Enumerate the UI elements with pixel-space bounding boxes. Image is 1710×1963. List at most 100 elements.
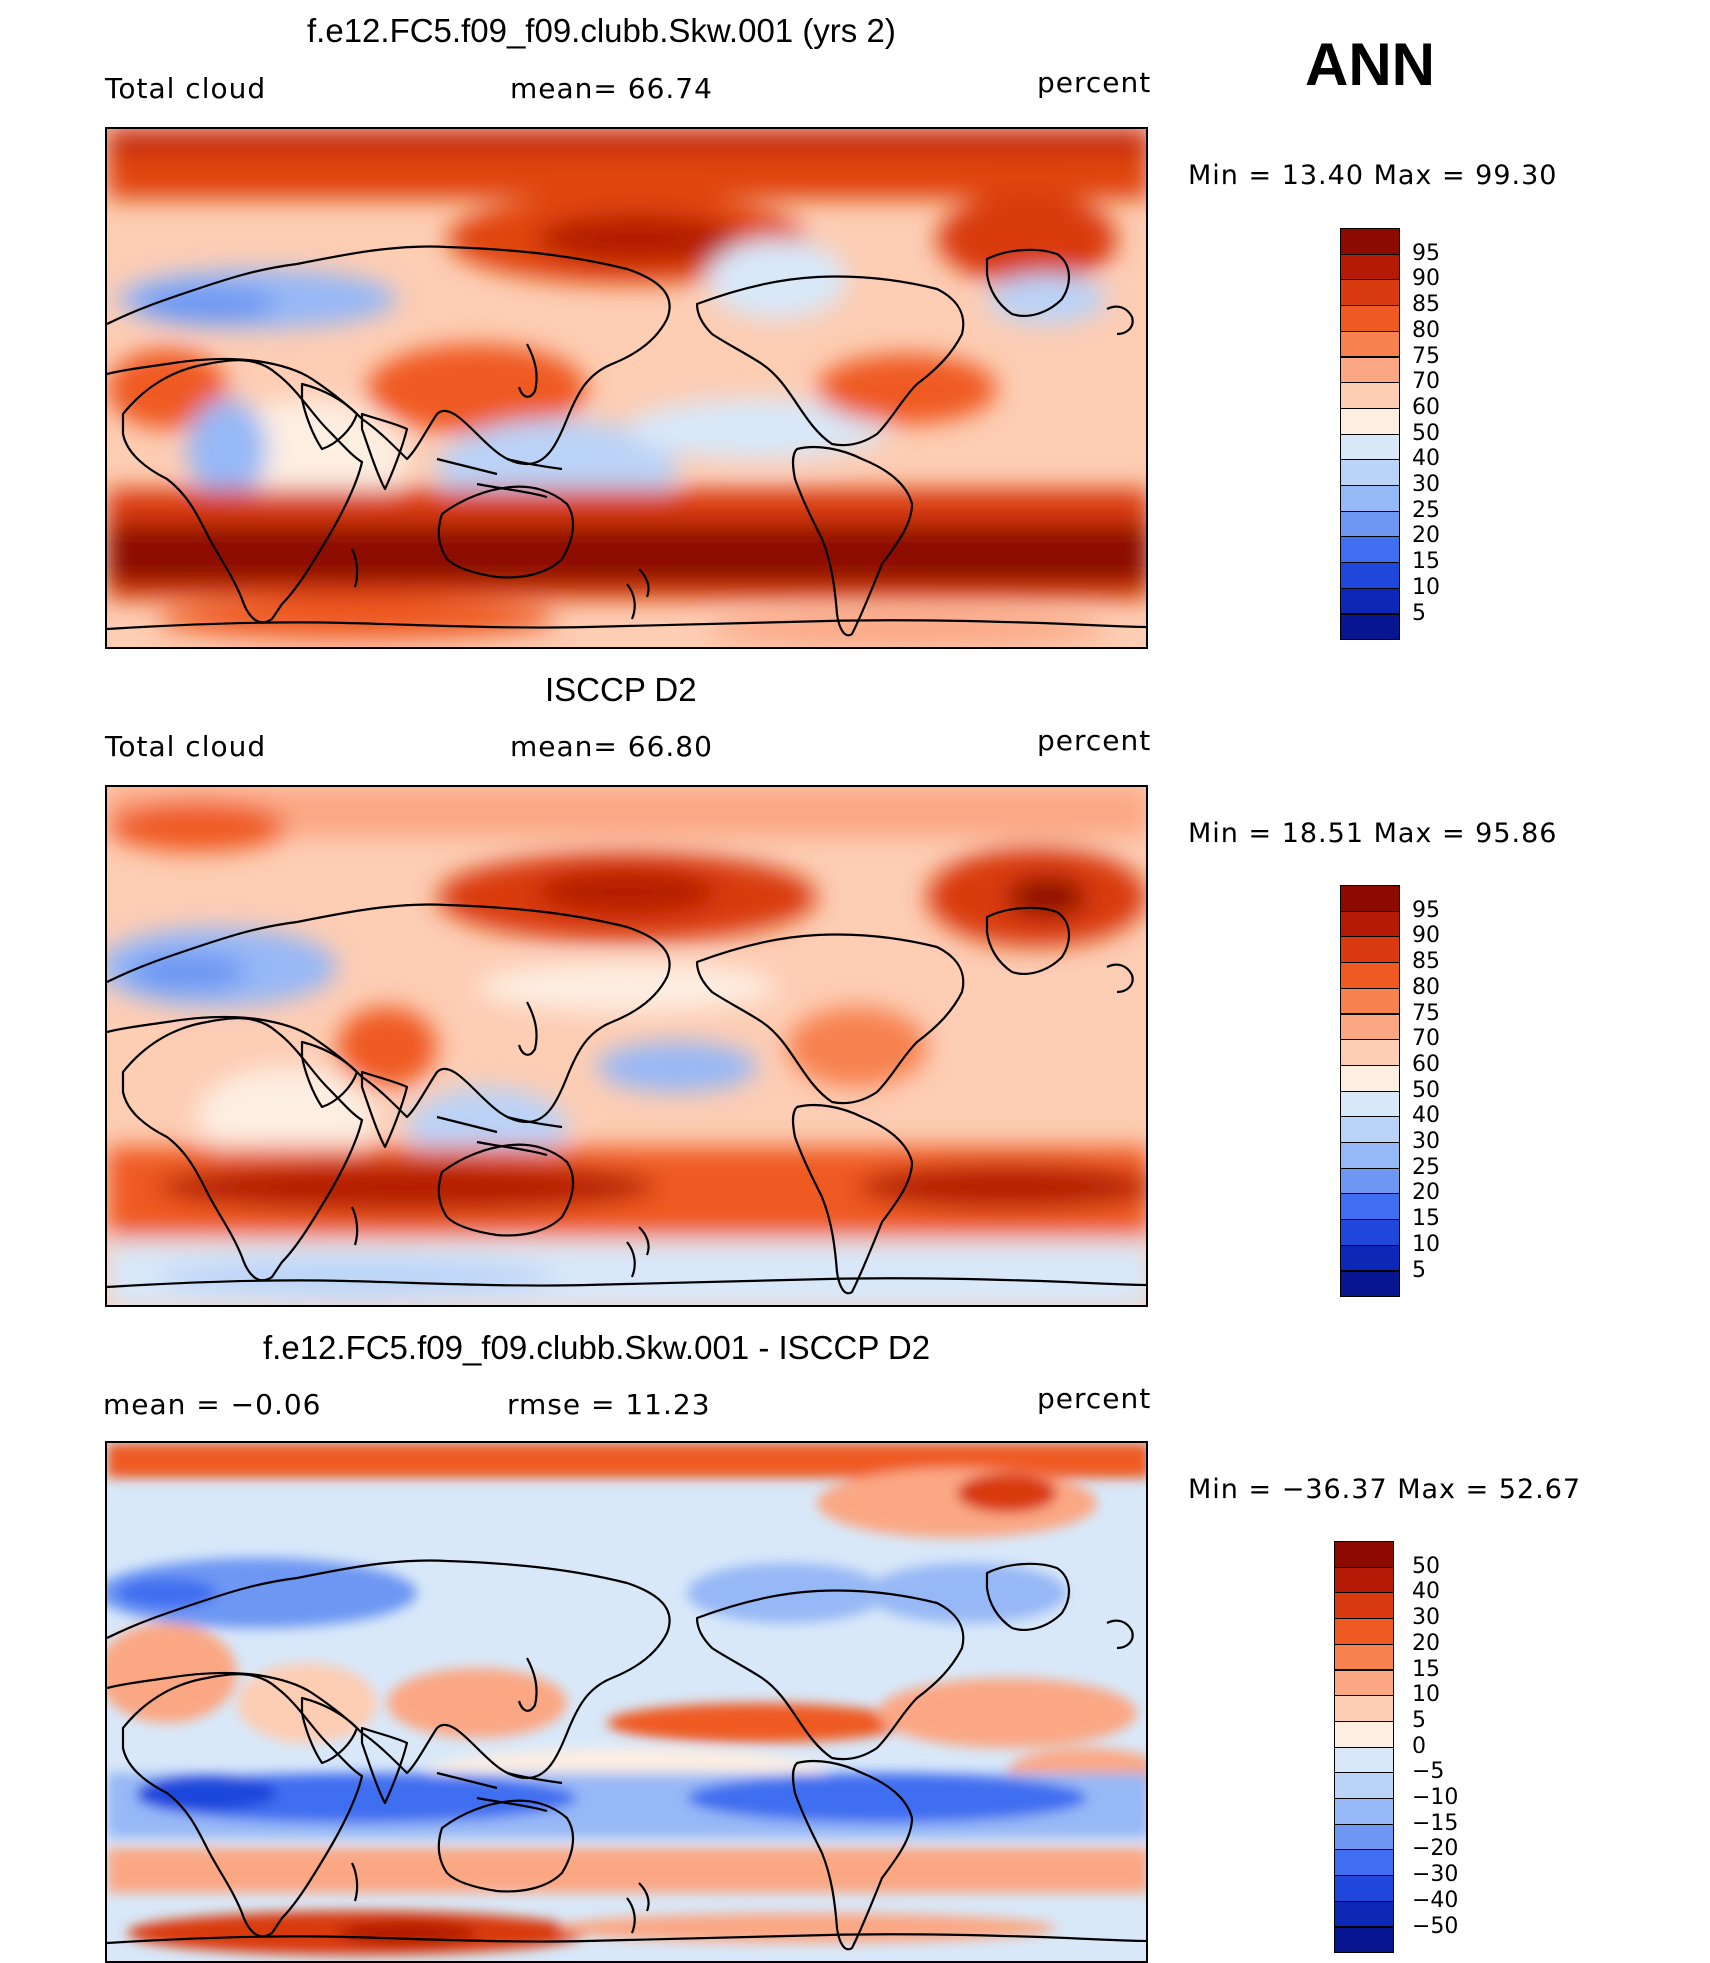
colorbar-swatch bbox=[1334, 1541, 1394, 1568]
colorbar-tick-label: 10 bbox=[1412, 574, 1440, 600]
colorbar-tick-label: 50 bbox=[1412, 1077, 1440, 1103]
colorbar-swatch bbox=[1340, 1270, 1400, 1298]
colorbar-tick-label: 60 bbox=[1412, 1051, 1440, 1077]
colorbar-tick-label: 80 bbox=[1412, 317, 1440, 343]
colorbar-tick-label: 75 bbox=[1412, 1000, 1440, 1026]
panel-2-units-label: percent bbox=[1037, 724, 1152, 757]
colorbar-tick-label: 40 bbox=[1412, 1103, 1440, 1129]
colorbar-swatch bbox=[1340, 536, 1400, 564]
colorbar-swatch bbox=[1340, 1167, 1400, 1195]
colorbar-tick-label: −15 bbox=[1412, 1810, 1459, 1836]
panel-3-map bbox=[105, 1441, 1148, 1963]
colorbar-tick-label: −5 bbox=[1412, 1759, 1445, 1785]
colorbar-swatch bbox=[1340, 613, 1400, 641]
panel-1-map bbox=[105, 127, 1148, 649]
panel-2-left-label: Total cloud bbox=[105, 730, 267, 763]
colorbar-tick-label: 50 bbox=[1412, 420, 1440, 446]
colorbar-swatch bbox=[1340, 510, 1400, 538]
colorbar-swatch bbox=[1334, 1875, 1394, 1902]
colorbar-swatch bbox=[1334, 1849, 1394, 1877]
colorbar-swatch bbox=[1340, 962, 1400, 989]
colorbar-tick-label: 30 bbox=[1412, 1605, 1440, 1631]
panel-1-title: f.e12.FC5.f09_f09.clubb.Skw.001 (yrs 2) bbox=[307, 12, 896, 49]
colorbar-tick-label: 15 bbox=[1412, 1206, 1440, 1232]
panel-1-mean-label: mean= 66.74 bbox=[510, 72, 713, 105]
panel-3-minmax: Min = −36.37 Max = 52.67 bbox=[1188, 1474, 1582, 1505]
colorbar-swatch bbox=[1334, 1566, 1394, 1594]
colorbar-tick-label: 5 bbox=[1412, 1257, 1426, 1283]
colorbar-swatch bbox=[1340, 253, 1400, 281]
colorbar-tick-label: 85 bbox=[1412, 949, 1440, 975]
colorbar-tick-label: 40 bbox=[1412, 446, 1440, 472]
colorbar-swatch bbox=[1334, 1592, 1394, 1620]
colorbar-swatch bbox=[1340, 459, 1400, 486]
colorbar-swatch bbox=[1340, 228, 1400, 255]
colorbar-swatch bbox=[1334, 1669, 1394, 1697]
panel-3-title: f.e12.FC5.f09_f09.clubb.Skw.001 - ISCCP … bbox=[263, 1329, 931, 1366]
colorbar-swatch bbox=[1340, 433, 1400, 461]
colorbar-swatch bbox=[1340, 1142, 1400, 1169]
colorbar-swatch bbox=[1334, 1643, 1394, 1671]
colorbar-tick-label: 30 bbox=[1412, 1129, 1440, 1154]
colorbar-swatch bbox=[1340, 1193, 1400, 1221]
colorbar-tick-label: 70 bbox=[1412, 1026, 1440, 1052]
colorbar-tick-label: 20 bbox=[1412, 523, 1440, 549]
colorbar-swatch bbox=[1334, 1926, 1394, 1954]
colorbar-swatch bbox=[1340, 1064, 1400, 1092]
colorbar-tick-label: 85 bbox=[1412, 292, 1440, 318]
colorbar-tick-label: 25 bbox=[1412, 1154, 1440, 1180]
colorbar-tick-label: 80 bbox=[1412, 974, 1440, 1000]
colorbar-swatch bbox=[1340, 562, 1400, 589]
panel-2-map-canvas bbox=[107, 787, 1148, 1307]
colorbar-tick-label: 95 bbox=[1412, 240, 1440, 266]
colorbar-swatch bbox=[1340, 485, 1400, 512]
colorbar-tick-label: −40 bbox=[1412, 1887, 1459, 1913]
colorbar-swatch bbox=[1334, 1720, 1394, 1748]
panel-1-minmax: Min = 13.40 Max = 99.30 bbox=[1188, 160, 1558, 191]
colorbar-swatch bbox=[1334, 1772, 1394, 1799]
colorbar-tick-label: −10 bbox=[1412, 1785, 1459, 1810]
season-label: ANN bbox=[1305, 31, 1435, 98]
colorbar-tick-label: −30 bbox=[1412, 1862, 1459, 1888]
colorbar-swatch bbox=[1334, 1618, 1394, 1645]
colorbar-tick-label: −50 bbox=[1412, 1913, 1459, 1939]
colorbar-swatch bbox=[1340, 1039, 1400, 1066]
panel-3-rmse-label: rmse = 11.23 bbox=[507, 1388, 711, 1421]
colorbar-swatch bbox=[1340, 382, 1400, 409]
panel-3-units-label: percent bbox=[1037, 1382, 1152, 1415]
colorbar-tick-label: 30 bbox=[1412, 472, 1440, 497]
panel-2-minmax: Min = 18.51 Max = 95.86 bbox=[1188, 818, 1558, 849]
colorbar-tick-label: 90 bbox=[1412, 266, 1440, 292]
panel-1-left-label: Total cloud bbox=[105, 72, 267, 105]
colorbar-swatch bbox=[1340, 1013, 1400, 1041]
colorbar-swatch bbox=[1340, 407, 1400, 435]
colorbar-swatch bbox=[1340, 987, 1400, 1015]
panel-2-map bbox=[105, 785, 1148, 1307]
colorbar-swatch bbox=[1340, 885, 1400, 912]
colorbar-tick-label: 10 bbox=[1412, 1682, 1440, 1708]
colorbar-tick-label: 20 bbox=[1412, 1630, 1440, 1656]
colorbar-tick-label: 60 bbox=[1412, 394, 1440, 420]
colorbar-swatch bbox=[1340, 279, 1400, 307]
colorbar-swatch bbox=[1340, 1244, 1400, 1272]
panel-2-mean-label: mean= 66.80 bbox=[510, 730, 713, 763]
colorbar-tick-label: 70 bbox=[1412, 369, 1440, 395]
colorbar-tick-label: 10 bbox=[1412, 1231, 1440, 1257]
colorbar-tick-label: 50 bbox=[1412, 1553, 1440, 1579]
colorbar-swatch bbox=[1340, 305, 1400, 332]
colorbar-tick-label: 40 bbox=[1412, 1579, 1440, 1605]
colorbar-swatch bbox=[1340, 910, 1400, 938]
colorbar-swatch bbox=[1340, 356, 1400, 384]
colorbar-tick-label: 15 bbox=[1412, 549, 1440, 575]
colorbar-swatch bbox=[1334, 1823, 1394, 1851]
colorbar-tick-label: 75 bbox=[1412, 343, 1440, 369]
panel-3-map-canvas bbox=[107, 1443, 1148, 1963]
colorbar-swatch bbox=[1334, 1900, 1394, 1928]
colorbar-swatch bbox=[1340, 587, 1400, 615]
colorbar-tick-label: 5 bbox=[1412, 600, 1426, 626]
panel-3-mean-label: mean = −0.06 bbox=[103, 1388, 322, 1421]
colorbar-swatch bbox=[1334, 1695, 1394, 1722]
panel-2-title: ISCCP D2 bbox=[545, 671, 697, 708]
colorbar-swatch bbox=[1340, 936, 1400, 964]
colorbar-tick-label: 0 bbox=[1412, 1733, 1426, 1759]
